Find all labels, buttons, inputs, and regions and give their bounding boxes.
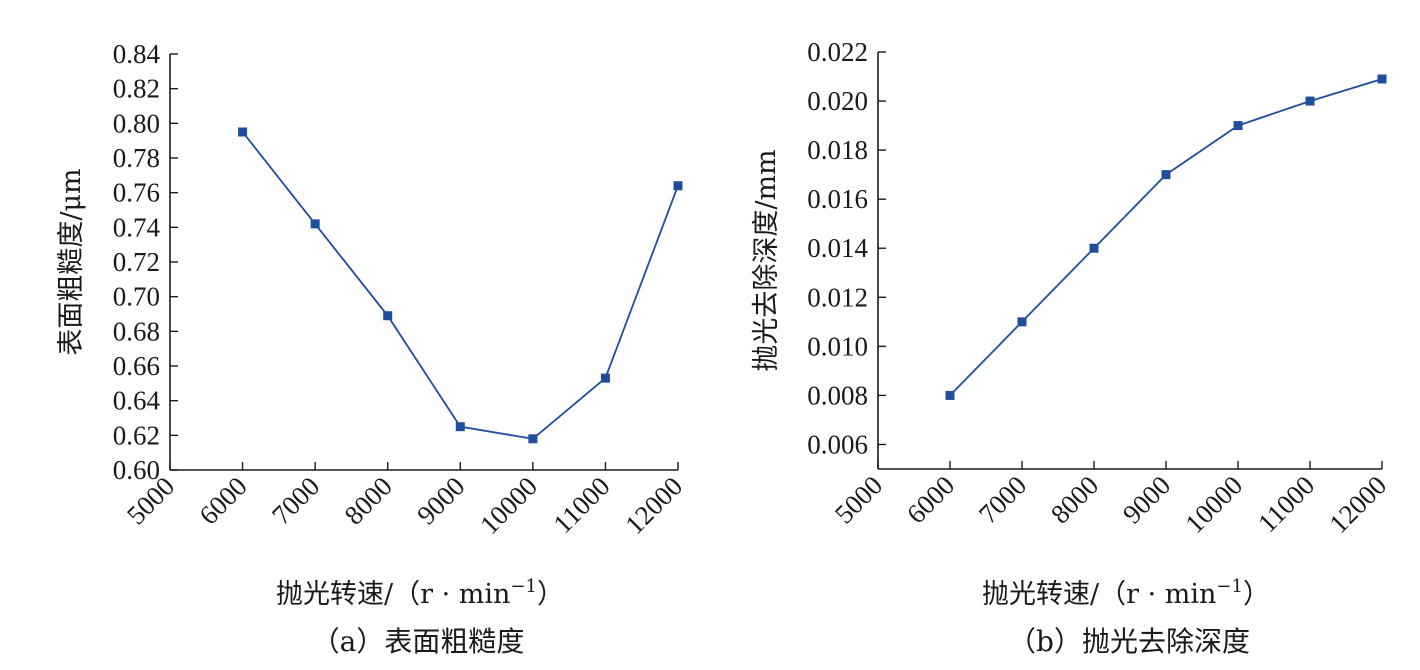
chart-b-data-point [1377, 74, 1387, 84]
chart-a-y-tick-label: 0.76 [113, 178, 160, 208]
chart-b-data-point [1305, 96, 1315, 106]
chart-a-y-tick-label: 0.70 [113, 282, 160, 312]
chart-b-caption: （b）抛光去除深度 [1008, 625, 1250, 658]
chart-b-data-point [1089, 243, 1099, 253]
chart-a-x-tick-label: 10000 [474, 471, 543, 540]
chart-a-x-tick-label: 9000 [411, 471, 470, 530]
chart-panel-a: 0.60 0.62 0.64 0.66 0.68 0.70 0.72 0.74 0.76 0.78… [56, 39, 688, 658]
chart-b-data-point [1161, 170, 1171, 180]
chart-a-y-tick-label: 0.84 [113, 39, 161, 69]
chart-b-y-axis-label: 抛光去除深度/mm [751, 149, 782, 371]
chart-a-x-tick-label: 6000 [193, 471, 252, 530]
chart-b-y-tick-label: 0.018 [807, 135, 868, 165]
chart-b-y-tick-label: 0.020 [807, 86, 868, 116]
chart-a-y-tick-label: 0.72 [113, 247, 160, 277]
chart-b-x-axis-label: 抛光转速/（r · min−1） [982, 576, 1270, 610]
chart-b-data-point [1017, 317, 1027, 327]
chart-b-x-tick-label: 5000 [829, 470, 888, 529]
chart-b-x-tick-label: 7000 [973, 470, 1032, 529]
chart-a-data-point [455, 422, 465, 432]
chart-a-y-tick-label: 0.62 [113, 420, 160, 450]
chart-panel-b: 0.006 0.008 0.010 0.012 0.014 0.016 0.018 0.020… [710, 0, 1420, 670]
chart-b-x-tick-label: 10000 [1179, 470, 1248, 539]
chart-a-data-point [673, 181, 683, 191]
chart-a-y-tick-label: 0.64 [113, 386, 161, 416]
chart-b-x-tick-label: 12000 [1323, 470, 1392, 539]
chart-b-y-tick-label: 0.022 [807, 37, 868, 67]
chart-a-x-tick-label: 12000 [619, 471, 688, 540]
chart-a-data-point [528, 434, 538, 444]
chart-b-y-tick-label: 0.006 [807, 429, 868, 459]
chart-b-series-line [949, 78, 1383, 397]
chart-a-y-tick-label: 0.82 [113, 74, 160, 104]
chart-a-y-tick-label: 0.78 [113, 143, 160, 173]
chart-a-svg: 0.60 0.62 0.64 0.66 0.68 0.70 0.72 0.74 0.76 0.78… [56, 39, 688, 658]
chart-a-data-point [238, 127, 248, 137]
chart-a-x-axis-label: 抛光转速/（r · min−1） [276, 576, 564, 610]
chart-a-x-tick-label: 11000 [547, 471, 615, 539]
chart-a-series-line [241, 131, 679, 440]
chart-a-y-tick-label: 0.80 [113, 108, 160, 138]
chart-a-y-tick-label: 0.74 [113, 212, 161, 242]
chart-a-y-tick-label: 0.68 [113, 316, 160, 346]
chart-a-y-axis-label: 表面粗糙度/μm [56, 168, 87, 355]
chart-a-data-point [383, 311, 393, 321]
chart-a-data-point [310, 219, 320, 229]
chart-a-y-tick-label: 0.66 [113, 351, 160, 381]
chart-b-x-tick-label: 8000 [1045, 470, 1104, 529]
chart-b-x-tick-label: 11000 [1252, 470, 1320, 538]
chart-a-x-tick-label: 7000 [266, 471, 325, 530]
chart-a-y-tick-label: 0.60 [113, 455, 160, 485]
chart-b-x-tick-label: 9000 [1117, 470, 1176, 529]
chart-b-x-tick-label: 6000 [901, 470, 960, 529]
chart-b-svg: 0.006 0.008 0.010 0.012 0.014 0.016 0.018 0.020… [751, 37, 1392, 658]
chart-b-y-tick-label: 0.010 [807, 331, 868, 361]
chart-b-y-tick-label: 0.016 [807, 184, 868, 214]
chart-a-x-tick-label: 8000 [339, 471, 398, 530]
chart-b-y-tick-label: 0.008 [807, 380, 868, 410]
chart-b-data-point [945, 390, 955, 400]
chart-a-caption: （a）表面粗糙度 [312, 625, 525, 658]
chart-a-data-point [600, 373, 610, 383]
chart-b-data-point [1233, 121, 1243, 131]
chart-b-y-tick-label: 0.012 [807, 282, 868, 312]
chart-b-y-tick-label: 0.014 [807, 233, 868, 263]
